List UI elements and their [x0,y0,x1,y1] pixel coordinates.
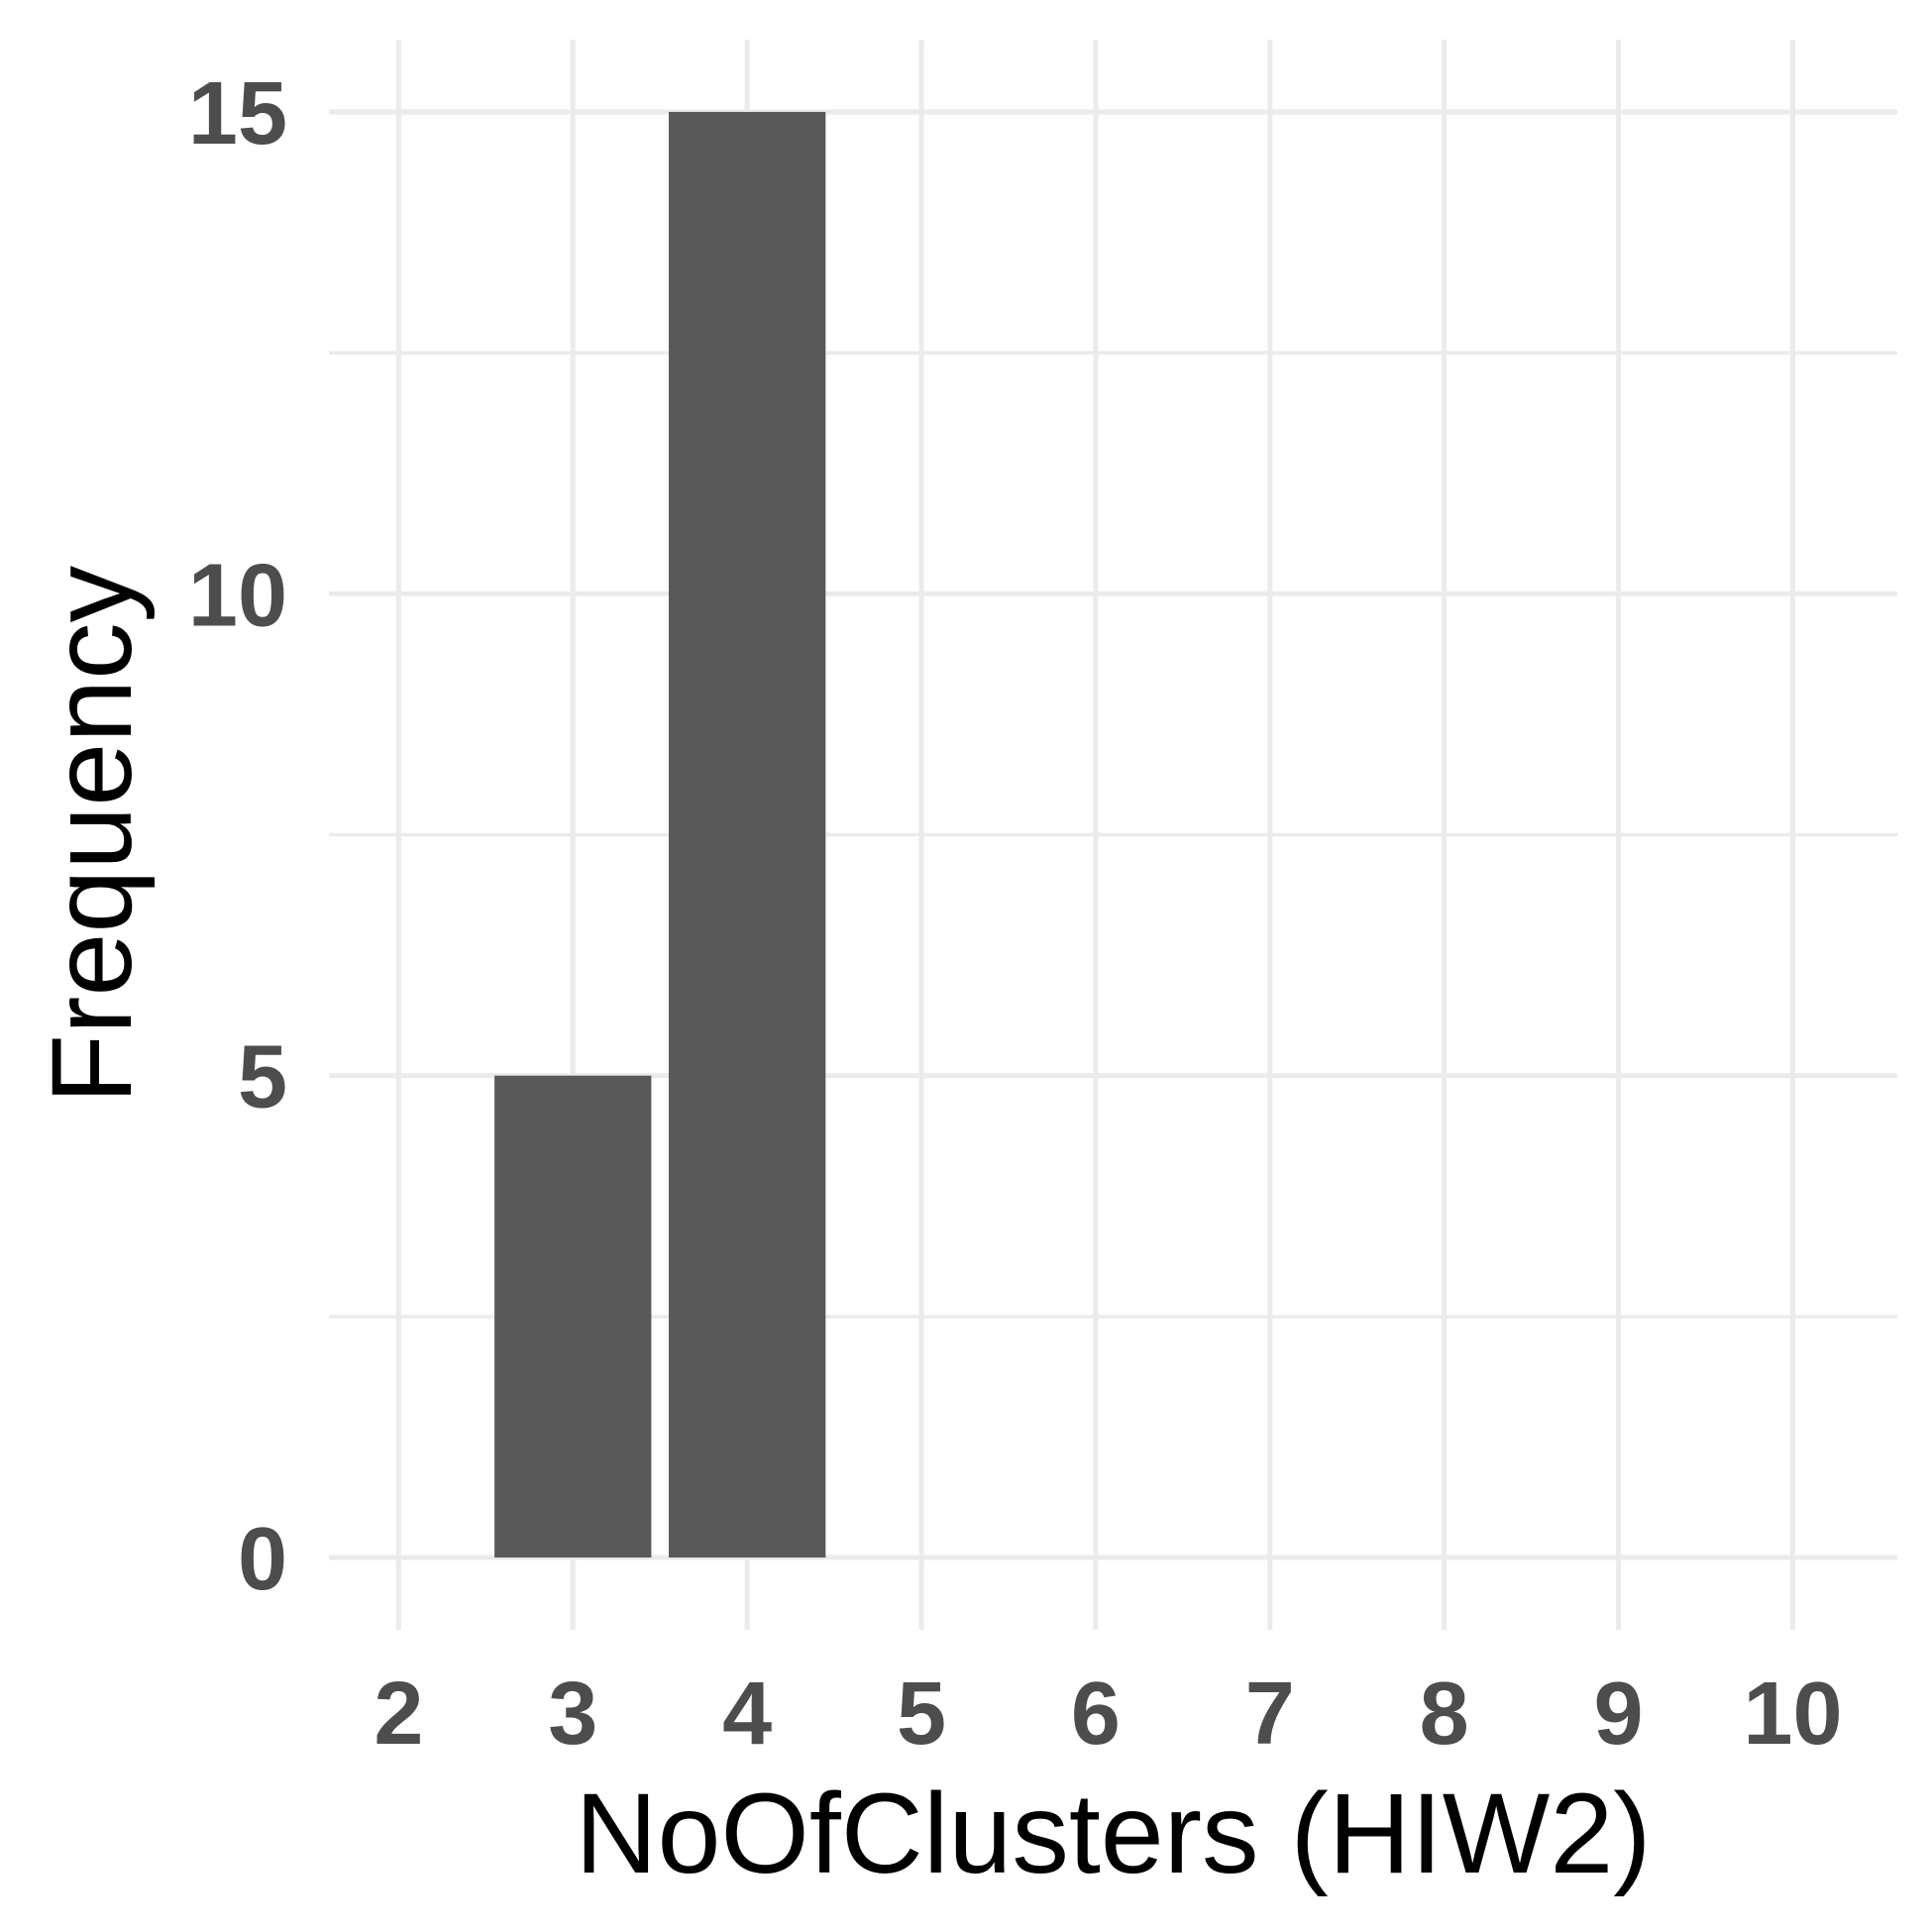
x-tick-labels: 2 3 4 5 6 7 8 9 10 [374,1664,1842,1764]
x-tick-label: 6 [1071,1664,1121,1764]
x-tick-label: 2 [374,1664,423,1764]
bar-3 [494,1075,652,1558]
x-axis-title: NoOfClusters (HIW2) [575,1771,1651,1897]
x-tick-label: 9 [1594,1664,1644,1764]
x-tick-label: 7 [1245,1664,1295,1764]
x-tick-label: 4 [722,1664,772,1764]
bars [494,111,826,1558]
x-tick-label: 8 [1420,1664,1469,1764]
y-axis-title: Frequency [29,565,156,1104]
x-tick-label: 10 [1743,1664,1842,1764]
x-tick-label: 3 [548,1664,597,1764]
y-tick-label: 0 [238,1510,287,1609]
y-tick-label: 15 [188,64,287,163]
y-tick-labels: 0 5 10 15 [188,64,287,1609]
grid-lines [329,40,1897,1630]
y-tick-label: 5 [238,1028,287,1127]
x-tick-label: 5 [897,1664,946,1764]
y-tick-label: 10 [188,546,287,645]
bar-4 [668,111,826,1558]
